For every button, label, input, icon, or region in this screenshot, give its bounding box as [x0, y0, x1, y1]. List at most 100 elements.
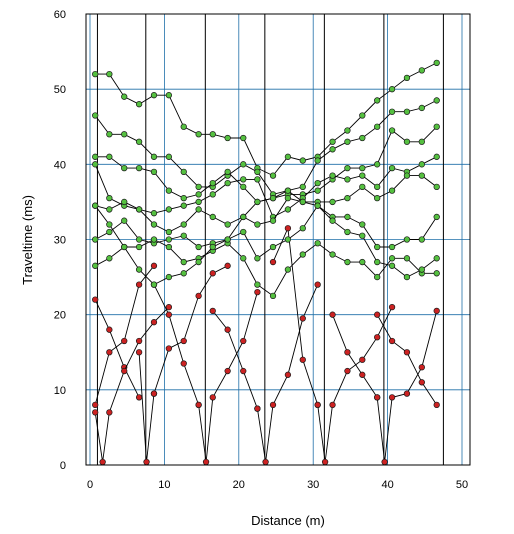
data-point [165, 243, 173, 251]
series-layer [92, 59, 440, 466]
data-point [403, 390, 411, 397]
data-point [314, 240, 321, 247]
data-point [224, 262, 231, 269]
data-point [92, 236, 99, 243]
data-point [106, 131, 113, 138]
x-tick-label: 10 [158, 479, 170, 491]
data-point [121, 164, 128, 172]
data-point [329, 146, 336, 153]
data-point [262, 458, 269, 466]
data-point [403, 74, 411, 82]
data-point [224, 221, 231, 228]
data-point [224, 236, 231, 243]
data-point [254, 405, 261, 412]
series-line [272, 226, 319, 406]
data-point [374, 334, 381, 341]
data-point [180, 221, 187, 228]
data-point [92, 112, 99, 119]
series-5 [135, 349, 158, 466]
data-point [359, 356, 366, 363]
data-point [240, 337, 247, 345]
data-point [344, 349, 351, 356]
data-point [329, 172, 336, 179]
series-line [332, 314, 378, 398]
series-line [256, 284, 319, 463]
data-point [224, 134, 231, 142]
data-point [254, 198, 261, 206]
data-point [359, 258, 366, 266]
data-point [240, 134, 247, 142]
data-point [165, 92, 173, 99]
data-point [284, 236, 292, 243]
series-line [198, 291, 258, 463]
data-point [329, 251, 336, 258]
series-16 [92, 97, 440, 198]
series-2 [92, 262, 158, 409]
data-point [135, 138, 143, 145]
data-point [254, 176, 261, 183]
data-point [269, 195, 277, 202]
data-point [359, 164, 366, 172]
series-14 [374, 311, 440, 409]
data-point [92, 70, 99, 78]
data-point [374, 311, 381, 318]
series-7 [195, 288, 261, 466]
data-point [240, 213, 247, 221]
data-point [388, 187, 396, 194]
data-point [254, 288, 261, 296]
x-tick-label: 30 [307, 479, 319, 491]
data-point [344, 228, 351, 236]
data-point [224, 168, 231, 176]
data-point [403, 255, 411, 262]
data-point [209, 394, 216, 401]
data-point [344, 258, 351, 266]
data-point [150, 390, 158, 397]
data-point [106, 409, 113, 416]
data-point [299, 198, 306, 206]
data-point [403, 236, 411, 243]
data-point [135, 349, 143, 356]
data-point [165, 228, 173, 236]
data-point [418, 379, 425, 386]
data-point [150, 262, 158, 269]
data-point [165, 304, 173, 311]
data-point [121, 131, 128, 138]
data-point [269, 243, 277, 251]
y-tick-label: 50 [54, 84, 66, 96]
data-point [269, 172, 277, 179]
data-point [195, 131, 202, 138]
data-point [209, 307, 216, 315]
data-point [433, 307, 440, 315]
y-tick-label: 20 [54, 310, 66, 322]
data-point [135, 243, 143, 251]
data-point [418, 67, 425, 74]
data-point [240, 255, 247, 262]
data-point [374, 195, 381, 202]
series-9 [254, 281, 321, 466]
data-point [180, 258, 187, 266]
data-point [254, 281, 261, 288]
data-point [106, 255, 113, 262]
data-point [433, 401, 440, 409]
series-18 [92, 153, 440, 221]
data-point [150, 221, 158, 228]
data-point [165, 236, 173, 243]
data-point [299, 225, 306, 232]
y-tick-label: 40 [54, 159, 66, 171]
data-point [92, 409, 99, 416]
x-tick-label: 50 [456, 479, 468, 491]
y-tick-label: 60 [54, 9, 66, 21]
data-point [150, 236, 158, 243]
data-point [195, 292, 202, 300]
data-point [180, 360, 187, 367]
data-point [150, 281, 158, 288]
series-line [153, 284, 200, 406]
data-point [150, 168, 158, 176]
data-point [433, 153, 440, 160]
x-tick-label: 20 [233, 479, 245, 491]
data-point [359, 371, 366, 378]
y-tick-label: 10 [54, 385, 66, 397]
grid-lines [86, 14, 470, 465]
data-point [433, 183, 440, 191]
data-point [195, 206, 202, 213]
